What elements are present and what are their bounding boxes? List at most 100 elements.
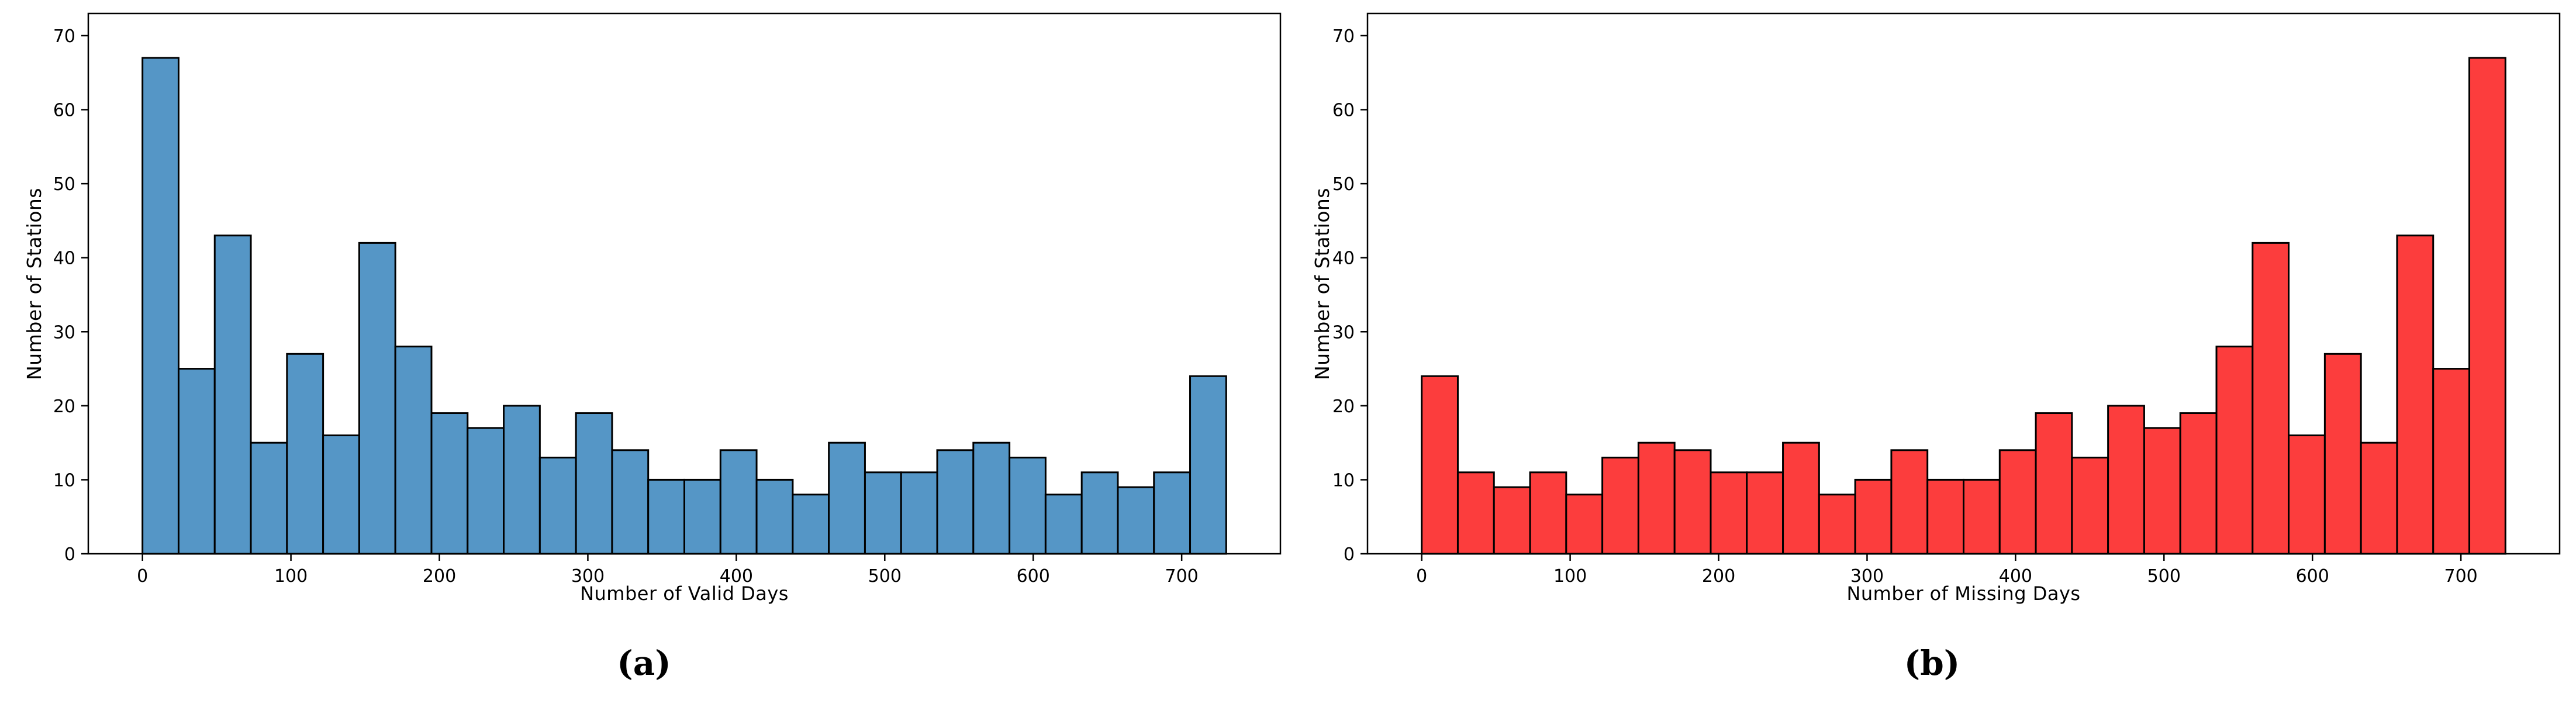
histogram-bar [864,471,902,555]
histogram-bar [2323,353,2362,555]
histogram-bar [213,234,252,555]
histogram-bar [1710,471,1748,555]
y-tick-label: 70 [53,26,75,47]
x-tick-label: 700 [1165,566,1199,587]
histogram-bar [1044,494,1083,555]
x-tick-label: 100 [1553,566,1587,587]
histogram-bar [358,242,396,555]
histogram-bar [972,442,1011,555]
histogram-bar [2432,368,2471,555]
x-tick-label: 500 [2147,566,2181,587]
y-tick-label: 50 [1332,174,1355,195]
histogram-bar [792,494,830,555]
histogram-bar [1456,471,1495,555]
y-tick-label: 20 [53,396,75,417]
histogram-bar [2360,442,2398,555]
histogram-bar [1782,442,1820,555]
x-tick-label: 300 [1850,566,1884,587]
y-tick-label: 20 [1332,396,1355,417]
x-tick-label: 700 [2444,566,2478,587]
histogram-bar [1601,456,1639,555]
y-tick-label: 60 [1332,101,1355,121]
x-axis-label: Number of Missing Days [1846,582,2081,605]
histogram-bar [1998,449,2037,555]
x-tick-label: 600 [2296,566,2329,587]
histogram-bar [2107,405,2145,555]
histogram-bar [467,427,505,555]
x-tick-label: 600 [1017,566,1050,587]
y-tick-label: 10 [53,470,75,491]
histogram-bar [1117,486,1155,555]
histogram-bar [1673,449,1712,555]
histogram-bar [1009,456,1047,555]
histogram-bar [936,449,975,555]
x-tick-label: 0 [1416,566,1427,587]
histogram-bar [755,478,794,555]
panel-caption-a: (a) [617,643,671,683]
histogram-bar [430,412,469,555]
histogram-bar [1854,478,1893,555]
histogram-bar [611,449,650,555]
histogram-bar [2143,427,2181,555]
x-tick-label: 200 [423,566,456,587]
histogram-bar [828,442,866,555]
y-tick-label: 40 [53,249,75,269]
plot-area-valid-days: 0 100 200 300 400 500 600 700 0 10 20 30 40 50 60 70 [53,12,1282,587]
plot-frame [1366,12,2561,555]
histogram-bar [1926,478,1964,555]
histogram-bar [322,434,360,555]
histogram-bar [538,456,577,555]
histogram-bar [1890,449,1929,555]
histogram-bar [1565,494,1604,555]
histogram-bar [2252,242,2290,555]
histogram-bar [250,442,288,555]
y-tick-label: 30 [1332,322,1355,343]
histogram-bar [1637,442,1676,555]
histogram-bar [2035,412,2073,555]
x-tick-label: 100 [274,566,308,587]
x-axis-label: Number of Valid Days [580,582,789,605]
x-tick-label: 400 [720,566,753,587]
histogram-bar [177,368,216,555]
histogram-bar [503,405,541,555]
x-tick-label: 400 [1999,566,2032,587]
histogram-bar [286,353,324,555]
x-tick-label: 0 [137,566,148,587]
histogram-panel-b: 0 100 200 300 400 500 600 700 0 10 20 30 40 50 60 70 Nu… [1288,0,2576,707]
histogram-bar [1818,494,1856,555]
histogram-bar [394,346,433,555]
x-tick-label: 300 [571,566,605,587]
y-axis-label: Number of Stations [1310,187,1334,380]
histogram-bar [575,412,613,555]
histogram-bar [2215,346,2254,555]
y-tick-label: 0 [1344,544,1355,565]
plot-frame [87,12,1282,555]
y-tick-label: 10 [1332,470,1355,491]
histogram-panel-a: 0 100 200 300 400 500 600 700 0 10 20 30 40 50 60 70 Nu… [11,12,1282,683]
y-tick-label: 0 [64,544,75,565]
histogram-bar [1746,471,1784,555]
histogram-bar [1153,471,1192,555]
histogram-bar [141,57,179,555]
histogram-bar [683,478,721,555]
plot-area-missing-days: 0 100 200 300 400 500 600 700 0 10 20 30 40 50 60 70 [1332,12,2561,587]
y-axis-label: Number of Stations [22,187,46,380]
y-axis-label-wrap: Number of Stations [11,13,57,554]
x-tick-label: 500 [868,566,902,587]
y-tick-label: 60 [53,101,75,121]
y-axis-label-wrap: Number of Stations [1299,13,1345,554]
histogram-bar [900,471,938,555]
y-tick-label: 50 [53,174,75,195]
histogram-bar [2468,57,2506,555]
histogram-bar [1963,478,2001,555]
x-tick-label: 200 [1702,566,1735,587]
panel-caption-b: (b) [1904,643,1960,683]
y-tick-label: 70 [1332,26,1355,47]
histogram-bar [2288,434,2326,555]
y-tick-label: 40 [1332,249,1355,269]
histogram-bar [2071,456,2109,555]
histogram-bar [2396,234,2435,555]
histogram-bar [1493,486,1531,555]
histogram-bar [1529,471,1567,555]
